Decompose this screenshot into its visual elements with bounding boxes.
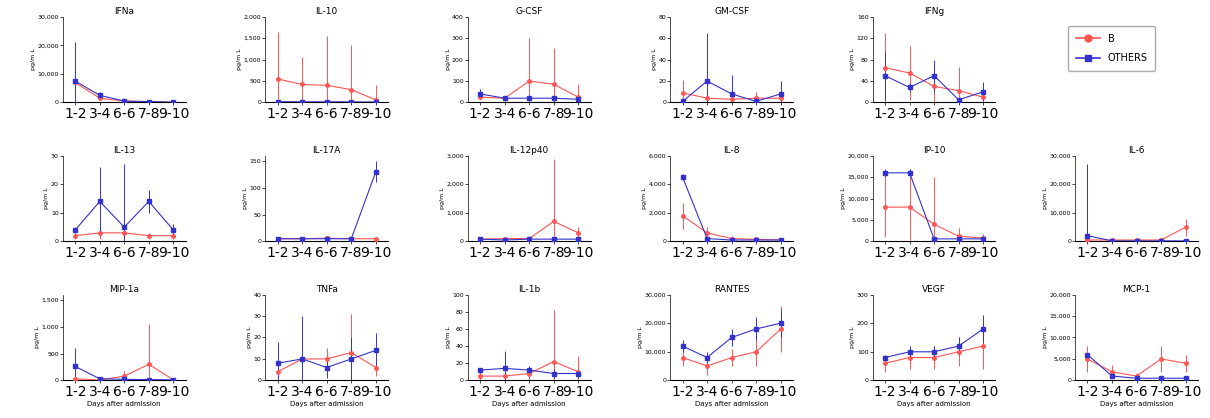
Title: IFNg: IFNg — [924, 7, 944, 16]
Title: GM-CSF: GM-CSF — [714, 7, 749, 16]
Title: IL-8: IL-8 — [724, 146, 739, 155]
Title: MCP-1: MCP-1 — [1123, 285, 1151, 294]
X-axis label: Days after admission: Days after admission — [290, 401, 363, 407]
Y-axis label: pg/m L: pg/m L — [1043, 326, 1048, 348]
Y-axis label: pg/m L: pg/m L — [638, 326, 644, 348]
Y-axis label: pg/m L: pg/m L — [851, 326, 855, 348]
X-axis label: Days after admission: Days after admission — [898, 401, 970, 407]
X-axis label: Days after admission: Days after admission — [87, 401, 161, 407]
Y-axis label: pg/m L: pg/m L — [237, 49, 242, 71]
Y-axis label: pg/m L: pg/m L — [652, 49, 657, 71]
Y-axis label: pg/m L: pg/m L — [445, 49, 450, 71]
Title: IL-1b: IL-1b — [518, 285, 541, 294]
Title: RANTES: RANTES — [714, 285, 749, 294]
Y-axis label: pg/m L: pg/m L — [243, 188, 248, 209]
X-axis label: Days after admission: Days after admission — [1100, 401, 1174, 407]
Legend: B, OTHERS: B, OTHERS — [1067, 26, 1156, 71]
Y-axis label: pg/m L: pg/m L — [247, 326, 252, 348]
X-axis label: Days after admission: Days after admission — [695, 401, 768, 407]
Title: MIP-1a: MIP-1a — [109, 285, 139, 294]
Y-axis label: pg/m L: pg/m L — [445, 326, 450, 348]
Title: IL-10: IL-10 — [316, 7, 338, 16]
Title: IP-10: IP-10 — [923, 146, 945, 155]
Y-axis label: pg/m L: pg/m L — [439, 188, 444, 209]
Y-axis label: pg/m L: pg/m L — [31, 49, 36, 71]
Y-axis label: pg/m L: pg/m L — [841, 188, 846, 209]
X-axis label: Days after admission: Days after admission — [492, 401, 566, 407]
Y-axis label: pg/m L: pg/m L — [45, 188, 50, 209]
Title: IFNa: IFNa — [114, 7, 134, 16]
Y-axis label: pg/m L: pg/m L — [851, 49, 855, 71]
Title: IL-12p40: IL-12p40 — [509, 146, 549, 155]
Title: G-CSF: G-CSF — [515, 7, 543, 16]
Title: VEGF: VEGF — [922, 285, 946, 294]
Title: IL-17A: IL-17A — [312, 146, 341, 155]
Title: IL-13: IL-13 — [114, 146, 136, 155]
Y-axis label: pg/m L: pg/m L — [35, 326, 40, 348]
Y-axis label: pg/m L: pg/m L — [1043, 188, 1048, 209]
Title: TNFa: TNFa — [316, 285, 338, 294]
Y-axis label: pg/m L: pg/m L — [643, 188, 647, 209]
Title: IL-6: IL-6 — [1128, 146, 1145, 155]
